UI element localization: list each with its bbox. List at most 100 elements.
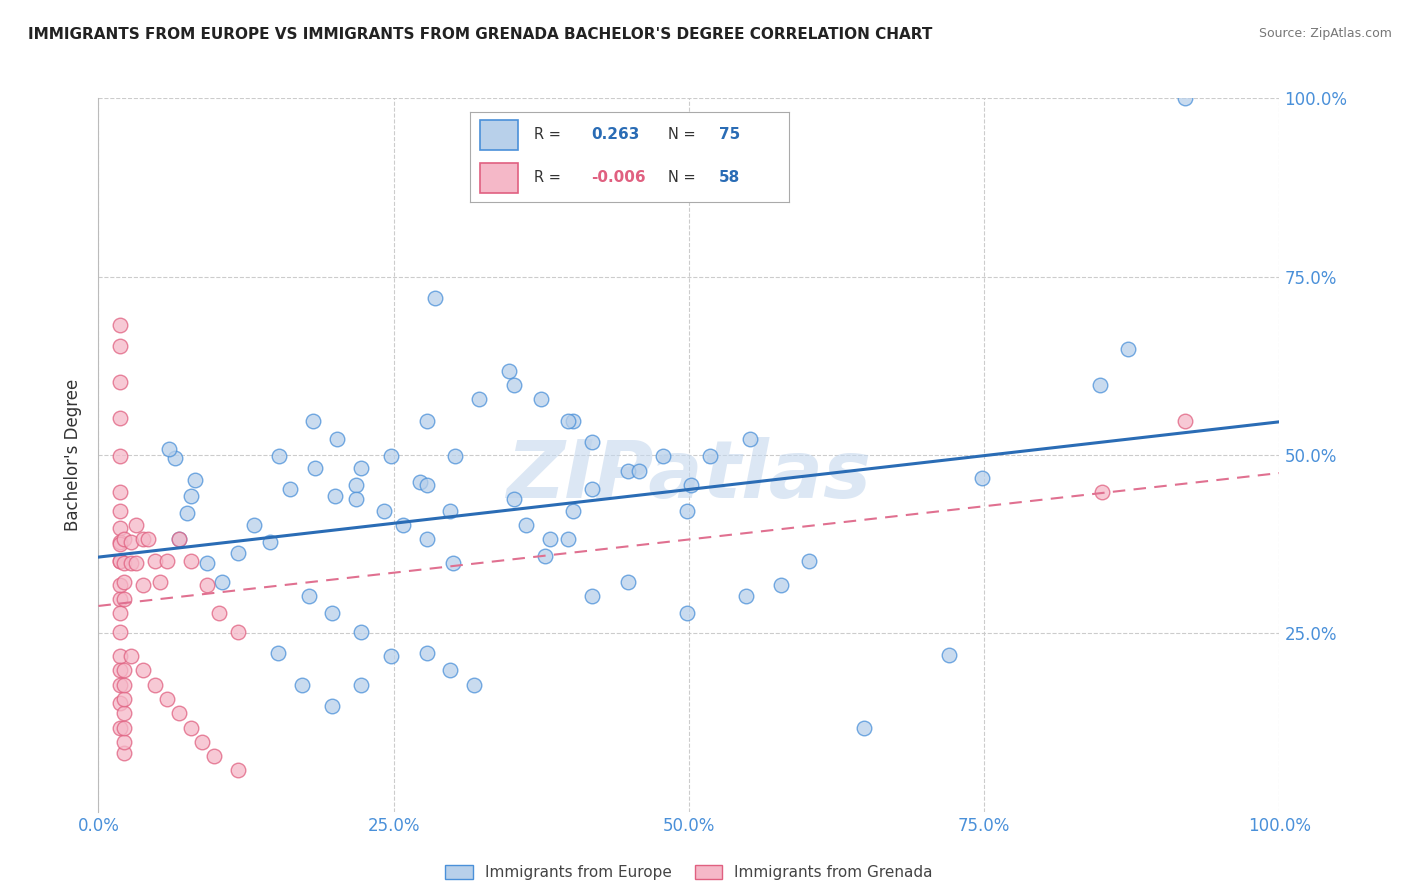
- Point: [112, 735, 135, 749]
- Point: [167, 532, 190, 546]
- Text: IMMIGRANTS FROM EUROPE VS IMMIGRANTS FROM GRENADA BACHELOR'S DEGREE CORRELATION : IMMIGRANTS FROM EUROPE VS IMMIGRANTS FRO…: [28, 27, 932, 42]
- Point: [380, 649, 402, 664]
- Point: [108, 553, 131, 567]
- Point: [108, 624, 131, 639]
- Point: [380, 450, 402, 464]
- Point: [259, 535, 281, 549]
- Point: [143, 553, 166, 567]
- Point: [149, 574, 172, 589]
- Point: [278, 482, 301, 496]
- Point: [423, 291, 446, 305]
- Point: [156, 692, 179, 706]
- Point: [557, 532, 579, 546]
- Point: [108, 450, 131, 464]
- Point: [616, 574, 638, 589]
- Point: [136, 532, 159, 546]
- Point: [321, 607, 343, 621]
- Point: [1174, 414, 1197, 428]
- Point: [108, 318, 131, 332]
- Point: [416, 414, 439, 428]
- Point: [167, 532, 190, 546]
- Point: [373, 503, 395, 517]
- Point: [515, 517, 537, 532]
- Point: [302, 414, 325, 428]
- Point: [108, 537, 131, 551]
- Point: [321, 699, 343, 714]
- Point: [439, 503, 461, 517]
- Point: [349, 460, 371, 475]
- Point: [290, 678, 312, 692]
- Point: [416, 478, 439, 492]
- Point: [675, 503, 697, 517]
- Point: [202, 749, 225, 764]
- Point: [463, 678, 485, 692]
- Point: [211, 574, 233, 589]
- Point: [628, 464, 651, 478]
- Point: [226, 624, 249, 639]
- Point: [176, 507, 198, 521]
- Point: [157, 442, 180, 457]
- Point: [108, 485, 131, 500]
- Point: [108, 535, 131, 549]
- Point: [108, 375, 131, 389]
- Point: [652, 450, 675, 464]
- Point: [444, 450, 467, 464]
- Point: [108, 607, 131, 621]
- Point: [530, 392, 553, 407]
- Point: [467, 392, 489, 407]
- Point: [1088, 378, 1111, 392]
- Point: [108, 521, 131, 535]
- Point: [938, 648, 960, 662]
- Point: [1174, 91, 1197, 105]
- Point: [112, 557, 135, 571]
- Point: [112, 746, 135, 760]
- Point: [112, 692, 135, 706]
- Point: [439, 664, 461, 678]
- Point: [349, 624, 371, 639]
- Point: [699, 450, 721, 464]
- Point: [132, 532, 155, 546]
- Point: [326, 432, 349, 446]
- Point: [416, 646, 439, 660]
- Point: [304, 460, 326, 475]
- Point: [344, 478, 367, 492]
- Point: [408, 475, 430, 489]
- Point: [108, 721, 131, 735]
- Point: [581, 589, 603, 603]
- Point: [740, 432, 762, 446]
- Point: [562, 414, 585, 428]
- Point: [498, 364, 520, 378]
- Point: [156, 553, 179, 567]
- Point: [121, 557, 143, 571]
- Point: [108, 503, 131, 517]
- Point: [503, 492, 526, 507]
- Point: [121, 649, 143, 664]
- Legend: Immigrants from Europe, Immigrants from Grenada: Immigrants from Europe, Immigrants from …: [439, 858, 939, 886]
- Point: [441, 557, 464, 571]
- Point: [184, 473, 207, 487]
- Text: Source: ZipAtlas.com: Source: ZipAtlas.com: [1258, 27, 1392, 40]
- Point: [616, 464, 638, 478]
- Point: [581, 482, 603, 496]
- Y-axis label: Bachelor's Degree: Bachelor's Degree: [65, 379, 83, 531]
- Point: [581, 435, 603, 450]
- Point: [195, 578, 218, 592]
- Point: [125, 557, 148, 571]
- Point: [392, 517, 415, 532]
- Point: [180, 721, 202, 735]
- Point: [226, 546, 249, 560]
- Point: [770, 578, 793, 592]
- Point: [108, 578, 131, 592]
- Point: [180, 553, 202, 567]
- Point: [121, 535, 143, 549]
- Point: [108, 649, 131, 664]
- Point: [180, 489, 202, 503]
- Point: [112, 678, 135, 692]
- Point: [108, 678, 131, 692]
- Point: [132, 578, 155, 592]
- Point: [195, 557, 218, 571]
- Point: [108, 696, 131, 710]
- Point: [108, 339, 131, 353]
- Point: [970, 471, 993, 485]
- Point: [243, 517, 266, 532]
